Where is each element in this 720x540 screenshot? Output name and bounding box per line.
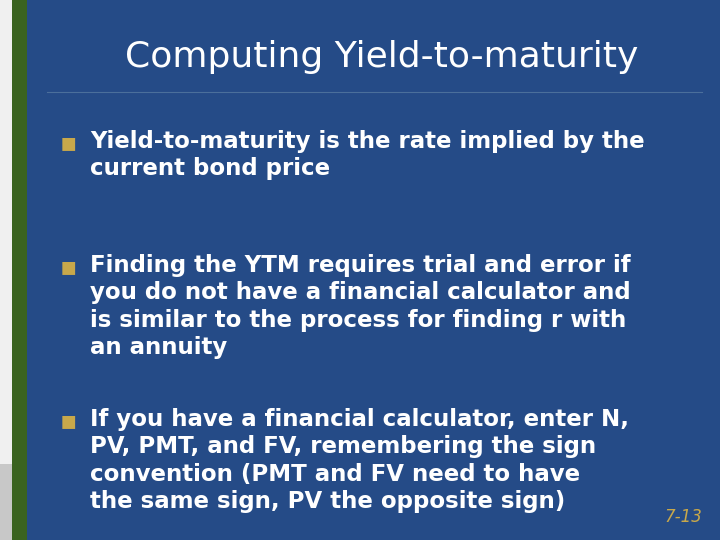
Text: Finding the YTM requires trial and error if
you do not have a financial calculat: Finding the YTM requires trial and error… [90,254,631,359]
Text: 7-13: 7-13 [664,509,702,526]
Text: ▪: ▪ [60,130,77,156]
Bar [27,464,40,540]
Bar [12,0,27,464]
Text: ▪: ▪ [60,408,77,434]
Text: Yield-to-maturity is the rate implied by the
current bond price: Yield-to-maturity is the rate implied by… [90,130,644,180]
Text: ▪: ▪ [60,254,77,280]
Bar [27,0,40,464]
Text: If you have a financial calculator, enter N,
PV, PMT, and FV, remembering the si: If you have a financial calculator, ente… [90,408,629,513]
Bar [0,0,12,464]
Bar [12,464,27,540]
Text: Computing Yield-to-maturity: Computing Yield-to-maturity [125,40,639,73]
Bar [0,464,12,540]
